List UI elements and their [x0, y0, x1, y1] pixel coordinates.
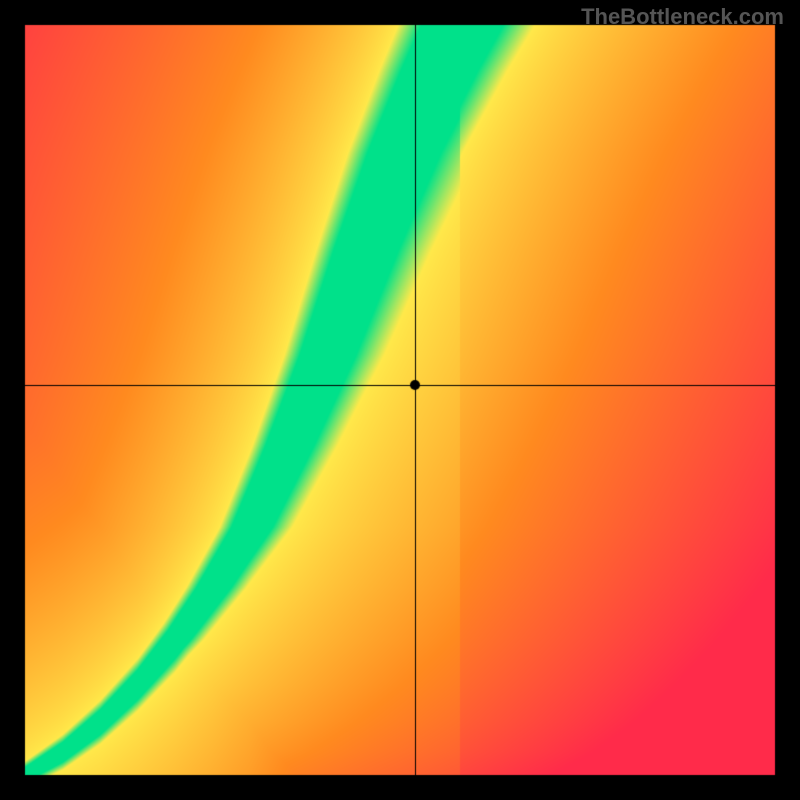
watermark-text: TheBottleneck.com [581, 4, 784, 30]
chart-container: TheBottleneck.com [0, 0, 800, 800]
heatmap-canvas [0, 0, 800, 800]
